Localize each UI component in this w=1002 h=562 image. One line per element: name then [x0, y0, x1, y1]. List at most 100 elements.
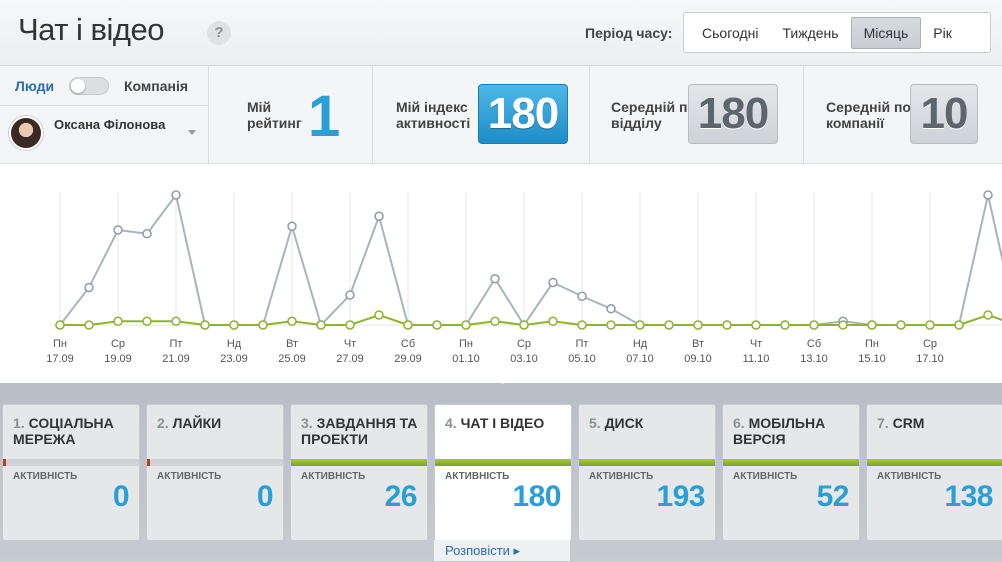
data-point: [722, 320, 732, 330]
activity-bar-fill: [435, 459, 571, 466]
x-tick-date: 17.09: [46, 353, 74, 365]
user-selector[interactable]: Оксана Філонова: [0, 107, 209, 164]
activity-bar: [3, 459, 139, 466]
tab-title: 6. Мобільна версія: [733, 415, 855, 447]
x-tick-day: Пн: [459, 338, 473, 350]
data-point: [432, 320, 442, 330]
x-tick-day: Пт: [170, 338, 183, 350]
tab-1[interactable]: 1. Соціальна мережа Активність 0: [2, 404, 140, 541]
header-bar: Чат і відео ? Період часу: Сьогодні Тижд…: [0, 0, 1002, 66]
tab-3[interactable]: 3. Завдання та проекти Активність 26: [290, 404, 428, 541]
tab-5[interactable]: 5. Диск Активність 193: [578, 404, 716, 541]
data-point: [635, 320, 645, 330]
data-point: [374, 211, 384, 221]
tab-7[interactable]: 7. CRM Активність 138: [866, 404, 1002, 541]
x-tick-day: Пт: [576, 338, 589, 350]
data-point: [461, 320, 471, 330]
x-tick-day: Ср: [111, 338, 125, 350]
data-point: [84, 320, 94, 330]
activity-value: 180: [512, 480, 561, 513]
dept-average-value: 180: [688, 84, 778, 144]
activity-chart: Пн 17.09 Ср 19.09 Пт 21.09 Нд 23.09 Вт 25.09 Чт 27.…: [0, 165, 1002, 383]
data-point: [113, 225, 123, 235]
tab-name: Чат і відео: [460, 415, 545, 431]
scope-switch[interactable]: [69, 77, 109, 95]
period-year-button[interactable]: Рік: [933, 24, 952, 41]
x-tick-date: 27.09: [336, 353, 364, 365]
data-point: [606, 304, 616, 314]
data-point: [809, 320, 819, 330]
data-point: [142, 229, 152, 239]
series-line-1: [59, 192, 1002, 327]
activity-bar: [723, 459, 859, 466]
x-tick-day: Ср: [923, 338, 937, 350]
tab-number: 2.: [157, 415, 169, 431]
tab-title: 5. Диск: [589, 415, 711, 431]
data-point: [519, 320, 529, 330]
data-point: [548, 316, 558, 326]
data-point: [896, 320, 906, 330]
data-point: [229, 320, 239, 330]
data-point: [113, 316, 123, 326]
tab-6[interactable]: 6. Мобільна версія Активність 52: [722, 404, 860, 541]
people-toggle-label[interactable]: Люди: [15, 78, 55, 94]
chevron-down-icon[interactable]: [188, 130, 196, 135]
tab-name: Лайки: [172, 415, 222, 431]
activity-bar-marker: [3, 459, 6, 466]
activity-value: 52: [816, 480, 850, 513]
my-rating-stat: Мій рейтинг 1: [210, 66, 373, 164]
tab-4[interactable]: 4. Чат і відео Активність 180: [434, 404, 572, 541]
data-point: [954, 320, 964, 330]
tell-more-label: Розповісти: [445, 543, 510, 558]
x-tick-date: 23.09: [220, 353, 248, 365]
activity-label: Активність: [13, 471, 78, 482]
period-week-button[interactable]: Тиждень: [782, 24, 839, 41]
tell-more-link[interactable]: Розповісти ▸: [433, 540, 571, 562]
activity-bar-fill: [579, 459, 715, 466]
data-point: [171, 316, 181, 326]
tab-2[interactable]: 2. Лайки Активність 0: [146, 404, 284, 541]
page-title: Чат і відео: [18, 12, 164, 47]
x-tick-day: Нд: [227, 338, 242, 350]
activity-label: Активність: [589, 471, 654, 482]
scope-toggle-row: Люди Компанія: [0, 66, 209, 106]
activity-label: Активність: [733, 471, 798, 482]
activity-label: Активність: [445, 471, 510, 482]
tab-name: Мобільна версія: [733, 415, 826, 447]
activity-bar: [435, 459, 571, 466]
x-tick-day: Нд: [633, 338, 648, 350]
data-point: [490, 316, 500, 326]
data-point: [548, 277, 558, 288]
activity-chart-svg: Пн 17.09 Ср 19.09 Пт 21.09 Нд 23.09 Вт 25.09 Чт 27.…: [46, 190, 1002, 365]
period-today-button[interactable]: Сьогодні: [702, 24, 759, 41]
company-average-label: Середній по компанії: [826, 99, 911, 131]
data-point: [403, 320, 413, 330]
active-tab-pointer: [493, 376, 513, 384]
x-tick-date: 17.10: [916, 353, 944, 365]
activity-label: Активність: [301, 471, 366, 482]
avatar: [9, 116, 43, 150]
data-point: [374, 310, 384, 320]
my-index-label: Мій індекс активності: [396, 99, 471, 131]
help-icon[interactable]: ?: [207, 21, 231, 45]
tab-title: 1. Соціальна мережа: [13, 415, 135, 447]
activity-value: 138: [944, 480, 993, 513]
x-tick-date: 01.10: [452, 353, 480, 365]
x-tick-day: Вт: [286, 338, 298, 350]
company-toggle-label[interactable]: Компанія: [124, 78, 189, 94]
data-point: [983, 190, 993, 200]
activity-bar-fill: [723, 459, 859, 466]
tab-title: 7. CRM: [877, 415, 999, 431]
period-month-button[interactable]: Місяць: [850, 16, 922, 49]
x-tick-day: Чт: [750, 338, 762, 350]
x-tick-date: 09.10: [684, 353, 712, 365]
x-tick-day: Пн: [865, 338, 879, 350]
tab-title: 3. Завдання та проекти: [301, 415, 423, 447]
my-rating-value: 1: [308, 84, 341, 149]
activity-bar: [291, 459, 427, 466]
activity-label: Активність: [157, 471, 222, 482]
people-panel: Люди Компанія Оксана Філонова: [0, 66, 209, 164]
user-name: Оксана Філонова: [54, 117, 166, 132]
data-point: [751, 320, 761, 330]
my-index-stat: Мій індекс активності 180: [374, 66, 590, 164]
